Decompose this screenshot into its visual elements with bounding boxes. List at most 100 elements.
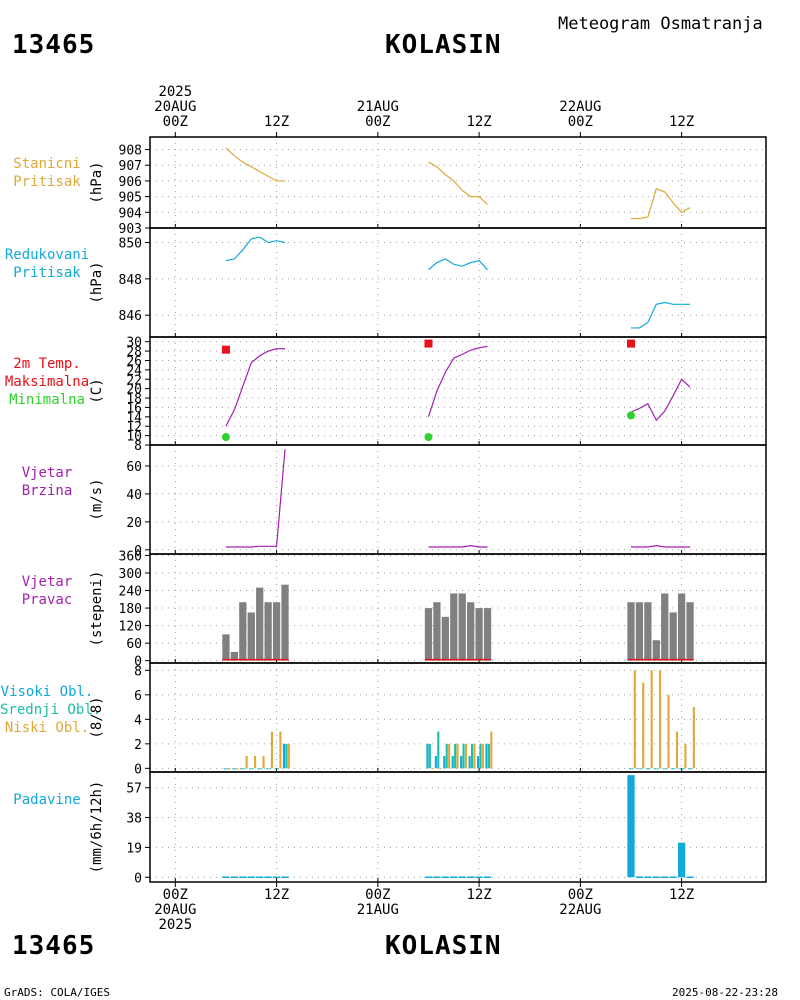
time-tick-line: 12Z (668, 114, 695, 130)
panel-vjetar_brzina: 0 20 40 60 (m/s) (89, 444, 767, 559)
panel-label-oblacnost: Visoki Obl. Srednji Obl. Niski Obl. (0, 683, 101, 737)
bar-visoki-obl- (476, 756, 480, 769)
panel-frame (149, 227, 767, 338)
bar-padavine (247, 876, 255, 878)
y-tick-label: 8 (134, 439, 142, 454)
bar-vjetar_pravac (467, 602, 475, 661)
bar-srednji-obl- (470, 743, 474, 769)
bar-srednji-obl- (479, 743, 482, 769)
y-tick-label: 903 (119, 222, 142, 237)
bar-niski-obl- (287, 743, 290, 769)
bar-vjetar_pravac (644, 602, 652, 661)
panel-label-line: Pravac (21, 592, 73, 608)
bar-srednji-obl- (487, 743, 490, 769)
panel-label-line: Niski Obl. (4, 720, 90, 736)
bar-vjetar_pravac (652, 640, 660, 661)
y-tick-label: 0 (134, 544, 142, 559)
y-tick-label: 57 (126, 782, 142, 797)
max-temp-marker (424, 339, 433, 348)
panel-unit: (mm/6h/12h) (89, 781, 105, 874)
panel-unit: (8/8) (89, 696, 105, 738)
bar-visoki-obl- (232, 768, 235, 770)
bar-vjetar_pravac (424, 608, 433, 661)
panel-label-line: Maksimalna (4, 374, 90, 390)
bar-srednji-obl- (234, 768, 237, 770)
bar-visoki-obl- (426, 743, 429, 769)
bar-visoki-obl- (434, 756, 437, 769)
time-tick-label: 21AUG 00Z (338, 100, 418, 130)
bar-padavine (669, 876, 677, 878)
bar-niski-obl- (228, 768, 231, 770)
panel-unit: (m/s) (89, 478, 105, 520)
time-tick-line: 20AUG (154, 902, 197, 918)
panel-label-line: Vjetar (21, 465, 73, 481)
bar-visoki-obl- (266, 768, 269, 770)
bar-srednji-obl- (656, 768, 659, 770)
bar-niski-obl- (490, 731, 493, 769)
bar-padavine (450, 876, 458, 878)
panel-unit: (C) (89, 378, 105, 403)
y-tick-label: 19 (126, 841, 142, 856)
series-line (428, 258, 488, 271)
bar-visoki-obl- (671, 768, 674, 770)
y-tick-label: 906 (119, 175, 142, 190)
panel-label-vjetar_brzina: Vjetar Brzina (0, 464, 94, 500)
bar-padavine (644, 876, 652, 878)
bar-padavine (475, 876, 483, 878)
series-line (630, 545, 691, 548)
y-tick-label: 180 (119, 602, 142, 617)
bar-srednji-obl- (631, 768, 634, 770)
bar-vjetar_pravac (222, 634, 230, 661)
time-tick-line: 21AUG (356, 902, 399, 918)
bar-vjetar_pravac (686, 602, 694, 661)
panel-vjetar_pravac: 0 60 120 180 240 300 360 (stepeni) (89, 549, 767, 670)
bar-visoki-obl- (460, 756, 463, 769)
time-tick-label: 22AUG 00Z (540, 100, 620, 130)
bar-visoki-obl- (687, 768, 691, 770)
time-tick-line: 20AUG (154, 99, 197, 115)
series-line (428, 545, 488, 548)
bar-srednji-obl- (268, 768, 271, 770)
bar-vjetar_pravac (635, 602, 644, 661)
bar-vjetar_pravac (661, 593, 669, 661)
y-tick-label: 850 (119, 237, 142, 252)
bar-vjetar_pravac (627, 602, 635, 661)
panel-redukovani: 846 848 850 (hPa) (89, 227, 767, 338)
panel-frame (149, 444, 767, 555)
bar-padavine (458, 876, 466, 878)
y-tick-label: 20 (126, 383, 142, 398)
series-line (225, 348, 286, 427)
panel-label-line: Brzina (21, 483, 73, 499)
panel-label-line: Redukovani (4, 247, 90, 263)
bar-srednji-obl- (437, 731, 440, 769)
bar-padavine (686, 876, 694, 878)
station-id-bottom: 13465 (12, 931, 96, 961)
bar-padavine (661, 876, 669, 878)
min-temp-marker (626, 411, 635, 420)
bar-srednji-obl- (285, 743, 288, 769)
bar-visoki-obl- (662, 768, 665, 770)
bar-padavine (239, 876, 247, 878)
max-temp-marker (221, 345, 230, 354)
bar-visoki-obl- (257, 768, 260, 770)
time-tick-line: 12Z (466, 887, 492, 903)
bar-visoki-obl- (637, 768, 640, 770)
panel-label-line: Vjetar (21, 574, 73, 590)
bar-niski-obl- (245, 756, 248, 769)
bar-niski-obl- (270, 731, 273, 769)
y-tick-label: 26 (126, 354, 142, 369)
bar-visoki-obl- (468, 756, 471, 769)
bar-visoki-obl- (274, 768, 277, 770)
bar-niski-obl- (684, 743, 687, 769)
bar-padavine (281, 876, 289, 878)
panel-grid (150, 137, 766, 229)
y-tick-label: 16 (126, 401, 142, 416)
bar-padavine (652, 876, 660, 878)
bar-vjetar_pravac (677, 593, 686, 661)
y-tick-label: 848 (119, 273, 142, 288)
bar-visoki-obl- (443, 756, 446, 769)
min-temp-marker (424, 433, 433, 442)
time-tick-label: 12Z (237, 888, 317, 903)
bar-visoki-obl- (249, 768, 252, 770)
